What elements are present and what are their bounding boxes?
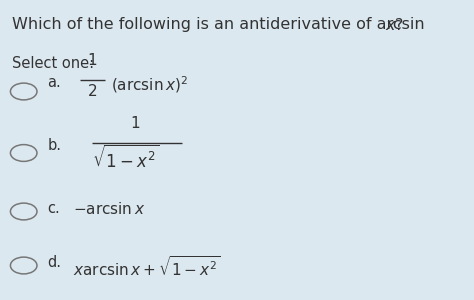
Text: $(\arcsin x)^2$: $(\arcsin x)^2$ bbox=[111, 74, 189, 95]
Text: Select one:: Select one: bbox=[12, 56, 94, 70]
Text: $x\arcsin x + \sqrt{1-x^2}$: $x\arcsin x + \sqrt{1-x^2}$ bbox=[73, 255, 221, 279]
Text: $\sqrt{1-x^2}$: $\sqrt{1-x^2}$ bbox=[92, 145, 160, 172]
Text: b.: b. bbox=[47, 138, 62, 153]
Text: $-\arcsin x$: $-\arcsin x$ bbox=[73, 201, 146, 217]
Text: $1$: $1$ bbox=[130, 115, 140, 130]
Text: c.: c. bbox=[47, 201, 60, 216]
Text: a.: a. bbox=[47, 75, 61, 90]
Text: $x$?: $x$? bbox=[385, 16, 404, 32]
Text: Which of the following is an antiderivative of arcsin: Which of the following is an antiderivat… bbox=[12, 16, 429, 32]
Text: d.: d. bbox=[47, 255, 62, 270]
Text: $2$: $2$ bbox=[87, 82, 98, 98]
Text: $1$: $1$ bbox=[87, 52, 98, 68]
